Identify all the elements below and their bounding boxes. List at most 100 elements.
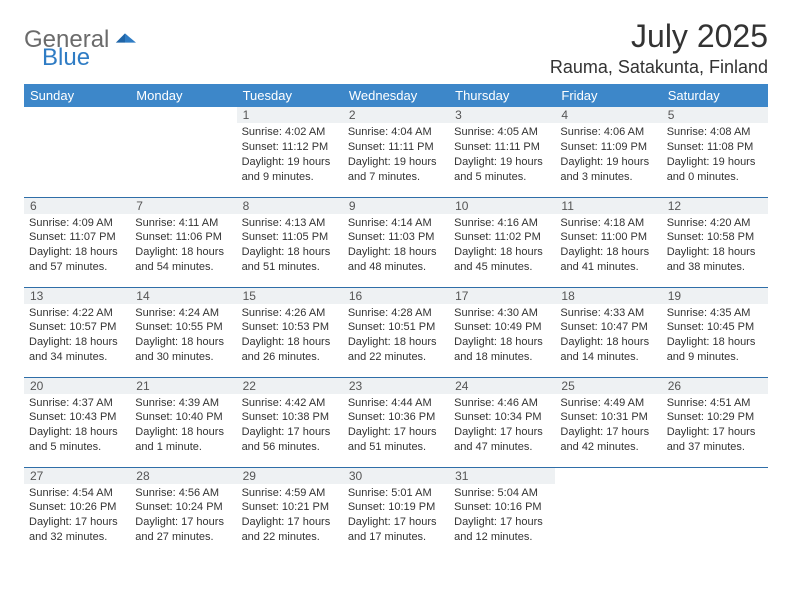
calendar-week-row: 27Sunrise: 4:54 AMSunset: 10:26 PMDaylig… xyxy=(24,467,768,557)
day-number: 4 xyxy=(555,107,661,123)
day-number: 18 xyxy=(555,288,661,304)
calendar-day-cell: 4Sunrise: 4:06 AMSunset: 11:09 PMDayligh… xyxy=(555,107,661,197)
calendar-day-cell: 10Sunrise: 4:16 AMSunset: 11:02 PMDaylig… xyxy=(449,197,555,287)
day-number: 12 xyxy=(662,198,768,214)
day-info: Sunrise: 4:18 AMSunset: 11:00 PMDaylight… xyxy=(555,214,661,279)
calendar-day-cell: 17Sunrise: 4:30 AMSunset: 10:49 PMDaylig… xyxy=(449,287,555,377)
day-info: Sunrise: 4:20 AMSunset: 10:58 PMDaylight… xyxy=(662,214,768,279)
day-number: 27 xyxy=(24,468,130,484)
calendar-day-cell: 11Sunrise: 4:18 AMSunset: 11:00 PMDaylig… xyxy=(555,197,661,287)
calendar-week-row: 13Sunrise: 4:22 AMSunset: 10:57 PMDaylig… xyxy=(24,287,768,377)
day-info: Sunrise: 4:14 AMSunset: 11:03 PMDaylight… xyxy=(343,214,449,279)
day-info: Sunrise: 4:39 AMSunset: 10:40 PMDaylight… xyxy=(130,394,236,459)
day-number: 11 xyxy=(555,198,661,214)
calendar-day-cell: 2Sunrise: 4:04 AMSunset: 11:11 PMDayligh… xyxy=(343,107,449,197)
day-number: 10 xyxy=(449,198,555,214)
day-number: 31 xyxy=(449,468,555,484)
day-info: Sunrise: 4:26 AMSunset: 10:53 PMDaylight… xyxy=(237,304,343,369)
day-info: Sunrise: 4:35 AMSunset: 10:45 PMDaylight… xyxy=(662,304,768,369)
day-number: 22 xyxy=(237,378,343,394)
day-info: Sunrise: 4:30 AMSunset: 10:49 PMDaylight… xyxy=(449,304,555,369)
day-info: Sunrise: 4:28 AMSunset: 10:51 PMDaylight… xyxy=(343,304,449,369)
day-number: 19 xyxy=(662,288,768,304)
day-number: 20 xyxy=(24,378,130,394)
day-number: 13 xyxy=(24,288,130,304)
day-number: 6 xyxy=(24,198,130,214)
weekday-header: Sunday xyxy=(24,84,130,107)
day-number: 14 xyxy=(130,288,236,304)
calendar-day-cell: 22Sunrise: 4:42 AMSunset: 10:38 PMDaylig… xyxy=(237,377,343,467)
calendar-day-cell: 9Sunrise: 4:14 AMSunset: 11:03 PMDayligh… xyxy=(343,197,449,287)
weekday-header: Wednesday xyxy=(343,84,449,107)
day-info: Sunrise: 4:02 AMSunset: 11:12 PMDaylight… xyxy=(237,123,343,188)
calendar-day-cell: 1Sunrise: 4:02 AMSunset: 11:12 PMDayligh… xyxy=(237,107,343,197)
calendar-day-cell: 12Sunrise: 4:20 AMSunset: 10:58 PMDaylig… xyxy=(662,197,768,287)
day-number: 5 xyxy=(662,107,768,123)
month-title: July 2025 xyxy=(550,18,768,55)
weekday-header: Monday xyxy=(130,84,236,107)
title-block: July 2025 Rauma, Satakunta, Finland xyxy=(550,18,768,78)
calendar-day-cell: 29Sunrise: 4:59 AMSunset: 10:21 PMDaylig… xyxy=(237,467,343,557)
weekday-header: Friday xyxy=(555,84,661,107)
calendar-empty-cell xyxy=(130,107,236,197)
day-info: Sunrise: 4:46 AMSunset: 10:34 PMDaylight… xyxy=(449,394,555,459)
calendar-day-cell: 3Sunrise: 4:05 AMSunset: 11:11 PMDayligh… xyxy=(449,107,555,197)
calendar-day-cell: 30Sunrise: 5:01 AMSunset: 10:19 PMDaylig… xyxy=(343,467,449,557)
day-info: Sunrise: 4:04 AMSunset: 11:11 PMDaylight… xyxy=(343,123,449,188)
brand-word-2: Blue xyxy=(42,46,136,70)
day-number: 28 xyxy=(130,468,236,484)
calendar-day-cell: 7Sunrise: 4:11 AMSunset: 11:06 PMDayligh… xyxy=(130,197,236,287)
calendar-day-cell: 18Sunrise: 4:33 AMSunset: 10:47 PMDaylig… xyxy=(555,287,661,377)
day-number: 8 xyxy=(237,198,343,214)
calendar-week-row: 20Sunrise: 4:37 AMSunset: 10:43 PMDaylig… xyxy=(24,377,768,467)
calendar-day-cell: 16Sunrise: 4:28 AMSunset: 10:51 PMDaylig… xyxy=(343,287,449,377)
calendar-header-row: SundayMondayTuesdayWednesdayThursdayFrid… xyxy=(24,84,768,107)
calendar-empty-cell xyxy=(24,107,130,197)
day-number: 7 xyxy=(130,198,236,214)
day-info: Sunrise: 4:37 AMSunset: 10:43 PMDaylight… xyxy=(24,394,130,459)
day-number: 9 xyxy=(343,198,449,214)
calendar-table: SundayMondayTuesdayWednesdayThursdayFrid… xyxy=(24,84,768,557)
day-info: Sunrise: 5:04 AMSunset: 10:16 PMDaylight… xyxy=(449,484,555,549)
day-info: Sunrise: 4:44 AMSunset: 10:36 PMDaylight… xyxy=(343,394,449,459)
day-info: Sunrise: 4:54 AMSunset: 10:26 PMDaylight… xyxy=(24,484,130,549)
day-number: 30 xyxy=(343,468,449,484)
day-number: 26 xyxy=(662,378,768,394)
header: General Blue July 2025 Rauma, Satakunta,… xyxy=(24,18,768,78)
logo-flag-icon xyxy=(114,29,136,47)
day-number: 2 xyxy=(343,107,449,123)
day-info: Sunrise: 4:42 AMSunset: 10:38 PMDaylight… xyxy=(237,394,343,459)
day-info: Sunrise: 4:13 AMSunset: 11:05 PMDaylight… xyxy=(237,214,343,279)
weekday-header: Saturday xyxy=(662,84,768,107)
day-number: 25 xyxy=(555,378,661,394)
day-info: Sunrise: 5:01 AMSunset: 10:19 PMDaylight… xyxy=(343,484,449,549)
day-number: 16 xyxy=(343,288,449,304)
day-info: Sunrise: 4:49 AMSunset: 10:31 PMDaylight… xyxy=(555,394,661,459)
calendar-day-cell: 20Sunrise: 4:37 AMSunset: 10:43 PMDaylig… xyxy=(24,377,130,467)
calendar-day-cell: 19Sunrise: 4:35 AMSunset: 10:45 PMDaylig… xyxy=(662,287,768,377)
brand-logo: General Blue xyxy=(24,28,136,70)
day-info: Sunrise: 4:11 AMSunset: 11:06 PMDaylight… xyxy=(130,214,236,279)
calendar-day-cell: 13Sunrise: 4:22 AMSunset: 10:57 PMDaylig… xyxy=(24,287,130,377)
calendar-empty-cell xyxy=(555,467,661,557)
day-info: Sunrise: 4:24 AMSunset: 10:55 PMDaylight… xyxy=(130,304,236,369)
calendar-day-cell: 5Sunrise: 4:08 AMSunset: 11:08 PMDayligh… xyxy=(662,107,768,197)
day-number: 23 xyxy=(343,378,449,394)
day-info: Sunrise: 4:56 AMSunset: 10:24 PMDaylight… xyxy=(130,484,236,549)
calendar-week-row: 1Sunrise: 4:02 AMSunset: 11:12 PMDayligh… xyxy=(24,107,768,197)
day-info: Sunrise: 4:33 AMSunset: 10:47 PMDaylight… xyxy=(555,304,661,369)
day-info: Sunrise: 4:22 AMSunset: 10:57 PMDaylight… xyxy=(24,304,130,369)
day-number: 24 xyxy=(449,378,555,394)
calendar-day-cell: 6Sunrise: 4:09 AMSunset: 11:07 PMDayligh… xyxy=(24,197,130,287)
calendar-day-cell: 25Sunrise: 4:49 AMSunset: 10:31 PMDaylig… xyxy=(555,377,661,467)
weekday-header: Tuesday xyxy=(237,84,343,107)
calendar-day-cell: 24Sunrise: 4:46 AMSunset: 10:34 PMDaylig… xyxy=(449,377,555,467)
calendar-day-cell: 21Sunrise: 4:39 AMSunset: 10:40 PMDaylig… xyxy=(130,377,236,467)
calendar-day-cell: 23Sunrise: 4:44 AMSunset: 10:36 PMDaylig… xyxy=(343,377,449,467)
calendar-day-cell: 14Sunrise: 4:24 AMSunset: 10:55 PMDaylig… xyxy=(130,287,236,377)
day-number: 1 xyxy=(237,107,343,123)
day-number: 29 xyxy=(237,468,343,484)
day-number: 3 xyxy=(449,107,555,123)
day-info: Sunrise: 4:05 AMSunset: 11:11 PMDaylight… xyxy=(449,123,555,188)
day-info: Sunrise: 4:51 AMSunset: 10:29 PMDaylight… xyxy=(662,394,768,459)
